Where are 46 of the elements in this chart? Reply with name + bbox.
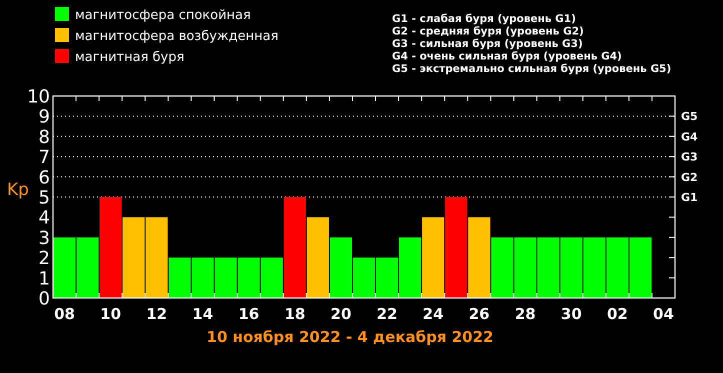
x-tick-label: 10 xyxy=(100,305,122,323)
text: G2 - средняя буря (уровень G2) xyxy=(392,26,584,38)
x-tick-label: 12 xyxy=(146,305,168,323)
x-tick-label: 28 xyxy=(514,305,536,323)
y-tick-label: 4 xyxy=(38,208,50,229)
ref-line-label: G3 xyxy=(681,150,698,164)
y-tick-label: 5 xyxy=(38,187,50,208)
x-tick-label: 22 xyxy=(376,305,398,323)
ref-line-label: G5 xyxy=(681,110,698,124)
y-tick-label: 9 xyxy=(38,106,50,128)
y-tick-label: 6 xyxy=(38,167,50,188)
x-tick-label: 24 xyxy=(422,305,444,323)
legend-label: магнитная буря xyxy=(75,50,184,65)
x-tick-label: 08 xyxy=(54,305,75,323)
y-tick-label: 8 xyxy=(38,126,50,148)
x-tick-label: 26 xyxy=(468,305,490,323)
text: G5 - экстремально сильная буря (уровень G5) xyxy=(392,63,672,75)
bar xyxy=(284,197,306,298)
legend-label: магнитосфера возбужденная xyxy=(75,29,278,44)
ref-line-label: G4 xyxy=(681,130,698,144)
x-axis-title: 10 ноября 2022 - 4 декабря 2022 xyxy=(206,328,494,346)
y-tick-label: 2 xyxy=(38,248,50,270)
legend-label: магнитосфера спокойная xyxy=(75,8,251,23)
bar xyxy=(306,217,329,298)
ref-line-label: G1 xyxy=(681,190,698,204)
y-axis-title: Kp xyxy=(7,180,29,200)
x-tick-label: 16 xyxy=(238,305,260,323)
bar xyxy=(445,197,468,298)
y-tick-label: 0 xyxy=(38,288,50,310)
y-tick-label: 1 xyxy=(38,268,50,290)
x-tick-label: 20 xyxy=(330,305,352,323)
y-tick-label: 10 xyxy=(27,86,50,108)
x-tick-label: 02 xyxy=(606,305,628,323)
text: G3 - сильная буря (уровень G3) xyxy=(392,38,583,50)
x-tick-label: 30 xyxy=(560,305,582,323)
text: G1 - слабая буря (уровень G1) xyxy=(392,13,576,25)
x-tick-label: 18 xyxy=(284,305,306,323)
text: G4 - очень сильная буря (уровень G4) xyxy=(392,50,622,62)
bar xyxy=(468,217,490,298)
ref-line-label: G2 xyxy=(681,170,698,184)
x-tick-label: 04 xyxy=(653,305,674,323)
y-tick-label: 7 xyxy=(38,147,50,168)
bar xyxy=(422,217,444,298)
bar xyxy=(100,197,122,298)
y-tick-label: 3 xyxy=(38,228,50,249)
x-tick-label: 14 xyxy=(192,305,214,323)
